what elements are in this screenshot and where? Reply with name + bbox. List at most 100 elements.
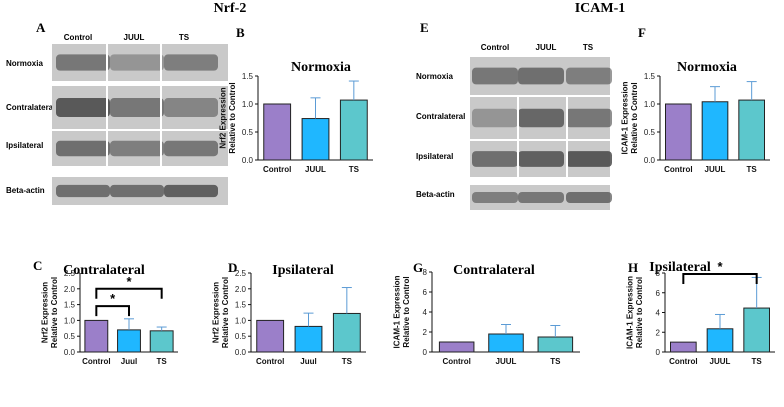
blot-band [56,184,110,198]
y-axis-label-line: Relative to Control [50,277,59,348]
category-label: JUUL [305,165,326,174]
y-tick-label: 0.0 [644,156,656,165]
significance-star: * [126,274,132,289]
category-label: Control [256,357,284,366]
bar-chart-b: B Normoxia 0.0 0.5 1.0 1.5 Nrf2 ExpressionRela… [219,25,373,174]
blot-band [472,67,518,85]
y-axis-label-line: ICAM-1 Expression [621,81,630,154]
y-tick-label: 0.5 [644,128,656,137]
blot-band [518,192,564,203]
y-tick-label: 4 [423,308,428,317]
blot-lane-divider [517,97,519,139]
blot-band [56,98,110,117]
category-label: TS [550,357,561,366]
bar-chart-g: G Contralateral 0 2 4 6 8 ICAM-1 ExpressionRela… [393,260,580,366]
chart-title: Ipsilateral [649,260,711,275]
y-tick-label: 0.5 [64,332,76,341]
blot-band [566,192,612,203]
y-tick-label: 6 [656,289,661,298]
blot-lane-divider [106,86,108,129]
blot-lane-divider [160,86,162,129]
western-blot-panel-a: A Control JUUL TS Normoxia Contralateral… [6,20,228,205]
panel-letter: E [420,20,429,35]
blot-lane-label: Control [64,33,92,42]
bar-chart-f: F Normoxia 0.0 0.5 1.0 1.5 ICAM-1 ExpressionRe… [621,25,770,174]
bar [701,101,729,161]
category-label: Juul [121,357,137,366]
y-tick-label: 1.0 [235,316,247,325]
blot-row-label: Beta-actin [416,190,455,199]
panel-letter: G [413,260,423,275]
blot-row-label: Ipsilateral [6,141,43,150]
blot-lane-divider [566,97,568,139]
panel-letter: D [228,260,237,275]
bar-chart-h: H Ipsilateral 0 2 4 6 8 ICAM-1 ExpressionRelati… [626,259,775,366]
blot-band [518,67,564,85]
y-tick-label: 4 [656,309,661,318]
category-label: JUUL [496,357,517,366]
chart-title: Normoxia [677,60,737,75]
bar [84,319,109,353]
blot-band [518,108,564,128]
y-tick-label: 0 [656,348,661,357]
y-axis-label-line: Relative to Control [228,82,237,153]
bar [117,329,141,353]
blot-row-label: Contralateral [416,112,465,121]
y-tick-label: 2.0 [235,285,247,294]
blot-lane-label: JUUL [124,33,145,42]
y-tick-label: 0.0 [64,348,76,357]
blot-band [472,151,518,167]
blot-lane-divider [566,141,568,177]
bar [670,341,697,353]
blot-lane-label: JUUL [536,43,557,52]
y-axis-label: ICAM-1 ExpressionRelative to Control [393,275,411,348]
category-label: Control [669,357,697,366]
blot-lane-label: TS [583,43,594,52]
bar-chart-d: D Ipsilateral 0.0 0.5 1.0 1.5 2.0 2.5 Nrf2 Expre… [212,260,366,366]
y-tick-label: 1.0 [64,316,76,325]
blot-band [164,98,218,117]
y-tick-label: 0.0 [242,156,254,165]
blot-band [472,108,518,128]
blot-row-label: Normoxia [6,59,43,68]
blot-lane-divider [517,141,519,177]
y-axis-label-line: ICAM-1 Expression [626,276,635,349]
significance-bracket [682,272,758,284]
blot-band [110,184,164,198]
y-tick-label: 1.0 [242,100,254,109]
category-label: Control [442,357,470,366]
y-axis-label-line: Relative to Control [221,277,230,348]
section-title-icam1: ICAM-1 [575,1,626,16]
western-blot-panel-e: E Control JUUL TS Normoxia Contralateral… [416,20,612,210]
bar [149,330,174,353]
category-label: TS [747,165,758,174]
bar [665,103,692,161]
blot-band [518,151,564,167]
y-tick-label: 1.5 [644,72,656,81]
category-label: Control [82,357,110,366]
chart-title: Ipsilateral [272,263,334,278]
blot-band [110,140,164,157]
blot-lane-label: TS [179,33,190,42]
y-axis-label: ICAM-1 ExpressionRelative to Control [621,81,639,154]
bar [438,341,475,353]
y-axis-label-line: Nrf2 Expression [41,282,50,343]
y-tick-label: 8 [423,268,428,277]
y-tick-label: 6 [423,288,428,297]
panel-letter: A [36,20,46,35]
category-label: JUUL [710,357,731,366]
blot-band [566,108,612,128]
y-axis-label-line: Nrf2 Expression [212,282,221,343]
category-label: TS [349,165,360,174]
panel-letter: C [33,258,42,273]
category-label: Juul [300,357,316,366]
y-tick-label: 8 [656,269,661,278]
y-tick-label: 0.5 [235,332,247,341]
blot-row-label: Ipsilateral [416,152,453,161]
bar [294,325,323,353]
blot-band [110,54,164,71]
y-tick-label: 0.0 [235,348,247,357]
category-label: TS [342,357,353,366]
y-axis-label-line: Nrf2 Expression [219,87,228,148]
